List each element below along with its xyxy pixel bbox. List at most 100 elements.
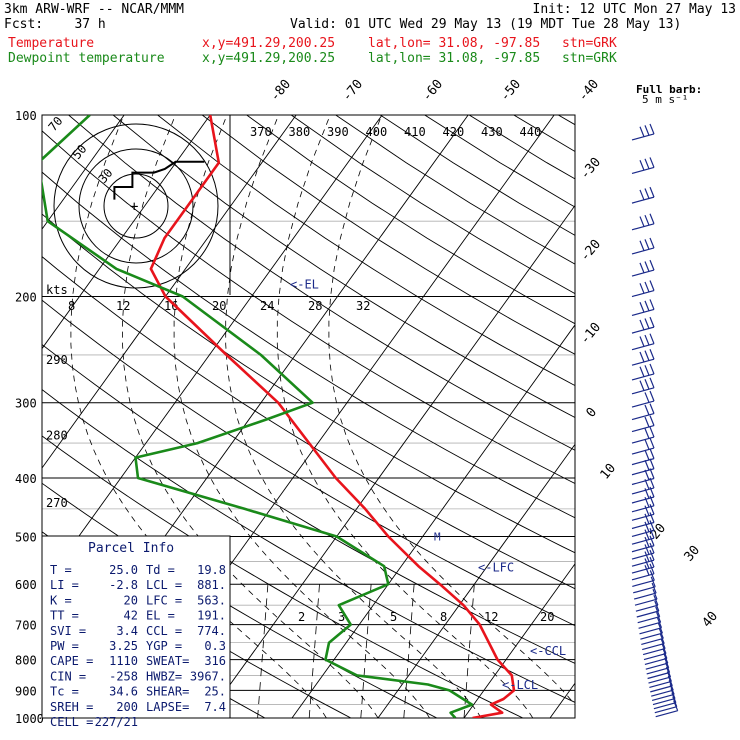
wind-barb-staff: [643, 652, 667, 661]
wind-barb: [631, 299, 655, 317]
wind-barb: [631, 477, 655, 495]
wind-barb: [643, 643, 667, 661]
wind-barb-flag: [659, 633, 665, 644]
wind-barb-staff: [637, 616, 660, 624]
wind-barb-flag: [644, 551, 650, 562]
wind-barb-staff: [631, 269, 655, 277]
wind-barb-flag: [649, 468, 655, 479]
wind-barb-staff: [633, 592, 657, 600]
parcel-label: CIN =: [50, 669, 86, 683]
wind-barb-staff: [651, 689, 674, 697]
wind-barb-flag: [649, 299, 655, 310]
wind-barb-staff: [631, 413, 655, 421]
dewpoint-station: stn=GRK: [562, 51, 617, 66]
wind-barb-staff: [631, 326, 655, 334]
level-ccl: <-CCL: [530, 644, 566, 658]
wind-barb: [631, 123, 655, 141]
wind-barb: [642, 633, 665, 651]
wind-barb: [631, 363, 655, 381]
dry-adiabat-line: [42, 299, 575, 627]
wind-barb-flag: [644, 350, 650, 361]
wind-barb-flag: [639, 319, 645, 331]
pressure-tick-label: 900: [15, 684, 37, 698]
wind-barb-flag: [639, 160, 645, 171]
dry-adiabat-line: [246, 115, 575, 325]
wind-barb: [631, 390, 655, 408]
wind-barb: [646, 657, 670, 675]
wind-barb-flag: [639, 366, 645, 377]
wind-barb: [635, 594, 659, 612]
isotherm-line: [463, 563, 575, 718]
wind-barb-flag: [649, 237, 655, 249]
wind-barb-flag: [639, 240, 645, 251]
pressure-tick-label: 800: [15, 654, 37, 668]
wind-barb: [638, 612, 662, 629]
wind-barb-staff: [647, 671, 670, 680]
temperature-trace: [149, 115, 516, 718]
wind-barb-flag: [668, 679, 674, 691]
wind-barb-staff: [631, 545, 655, 553]
parcel-label: LAPSE=: [146, 700, 189, 714]
parcel-value: 25.0: [109, 563, 138, 577]
wind-barb: [644, 648, 668, 666]
isotherm-label: -10: [578, 320, 605, 348]
mixing-ratio-line: [360, 584, 372, 718]
parcel-label: HWBZ=: [146, 669, 182, 683]
wind-barb-flag: [649, 512, 655, 523]
wind-barb-staff: [631, 400, 655, 408]
pressure-tick-label: 200: [15, 291, 37, 305]
wind-barb-flag: [669, 684, 675, 695]
freezing-marker: M: [434, 530, 441, 543]
wind-barb: [649, 671, 672, 689]
wind-barb-staff: [638, 621, 661, 629]
mixing-ratio-label: 8: [440, 610, 447, 624]
plot-frame: [41, 114, 576, 719]
dry-adiabat-line: [603, 115, 740, 718]
wind-barb-flag: [644, 439, 650, 450]
isotherm-label: 0: [584, 405, 601, 421]
isotherm-line: [42, 115, 297, 469]
theta-e-label: 8: [68, 299, 75, 313]
wind-barb-flag: [649, 556, 655, 568]
wind-barb: [631, 556, 655, 574]
wind-barb-staff: [631, 566, 655, 574]
wind-barb-flag: [644, 558, 650, 569]
wind-barb: [636, 600, 660, 618]
dry-adiabat-line: [468, 115, 575, 180]
wind-barb-flag: [644, 379, 650, 390]
wind-barb-flag: [644, 281, 650, 293]
wind-barb-flag: [649, 563, 655, 575]
forecast-hour: Fcst: 37 h: [4, 17, 106, 32]
level-lfc: <-LFC: [478, 561, 514, 575]
mixing-ratio-label: 5: [390, 610, 397, 624]
wind-barb: [631, 280, 655, 298]
dewpoint-trace: [42, 115, 474, 718]
isotherm-label: -50: [498, 77, 525, 105]
dry-adiabat-line: [42, 171, 575, 519]
pressure-tick-label: 500: [15, 530, 37, 544]
wind-barb: [633, 582, 657, 600]
parcel-label: SVI =: [50, 624, 86, 638]
wind-barb-flag: [651, 582, 657, 594]
parcel-info-box: [41, 535, 231, 719]
wind-barb: [651, 679, 674, 697]
wind-barb-staff: [631, 387, 655, 395]
isotherm-label: 30: [682, 543, 704, 565]
parcel-label: CCL =: [146, 624, 182, 638]
parcel-label: LCL =: [146, 578, 182, 592]
wind-barb-staff: [631, 513, 655, 521]
wind-barb: [640, 622, 663, 640]
parcel-value: 3.25: [109, 639, 138, 653]
temperature-latlon: lat,lon= 31.08, -97.85: [368, 36, 541, 51]
wind-barb-flag: [649, 495, 655, 507]
wind-barb-flag: [644, 449, 650, 461]
wind-barb-flag: [644, 428, 650, 439]
wind-barb-staff: [642, 642, 665, 651]
wind-barb-flag: [649, 333, 655, 344]
parcel-value: -2.8: [109, 578, 138, 592]
wind-barb-flag: [644, 469, 650, 481]
parcel-label: LFC =: [146, 593, 182, 607]
wind-barb-staff: [631, 559, 655, 567]
wind-barb-flag: [656, 617, 663, 629]
wind-barb: [631, 468, 655, 486]
